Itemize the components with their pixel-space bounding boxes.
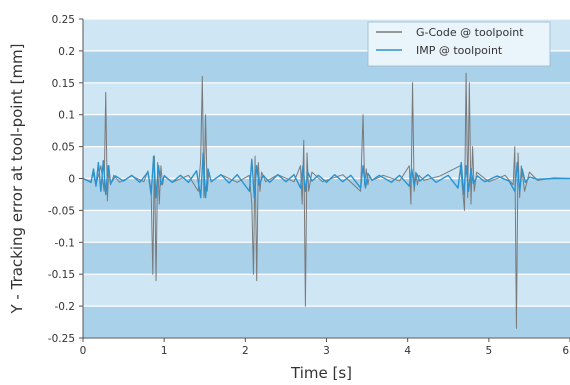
y-tick-label: -0.25	[48, 333, 75, 345]
legend: G-Code @ toolpoint IMP @ toolpoint	[368, 22, 550, 66]
background-band	[83, 83, 570, 115]
x-tick-label: 1	[161, 345, 168, 357]
y-tick-label: -0.1	[55, 237, 76, 249]
background-band	[83, 115, 570, 147]
y-tick-label: 0.1	[58, 110, 75, 122]
y-axis-label: Y - Tracking error at tool-point [mm]	[8, 43, 26, 314]
legend-label-gcode: G-Code @ toolpoint	[416, 26, 524, 39]
background-band	[83, 306, 570, 338]
y-tick-label: 0	[68, 174, 75, 186]
y-tick-label: 0.15	[52, 78, 75, 90]
y-tick-label: 0.2	[58, 46, 75, 58]
y-tick-label: -0.2	[55, 301, 76, 313]
x-tick-label: 0	[80, 345, 87, 357]
x-tick-label: 6	[562, 345, 569, 357]
x-tick-label: 2	[242, 345, 249, 357]
y-tick-label: 0.25	[52, 14, 75, 26]
legend-label-imp: IMP @ toolpoint	[416, 44, 503, 57]
x-axis-label: Time [s]	[290, 364, 352, 382]
background-band	[83, 210, 570, 242]
y-tick-labels: 0.25 0.2 0.15 0.1 0.05 0 -0.05 -0.1 -0.15 -0.2 -0.…	[48, 14, 75, 345]
y-tick-label: -0.15	[48, 269, 75, 281]
x-tick-labels: 0 1 2 3 4 5 6	[80, 345, 570, 357]
background-band	[83, 147, 570, 179]
y-tick-label: -0.05	[48, 205, 75, 217]
y-tick-label: 0.05	[52, 142, 75, 154]
x-tick-label: 4	[404, 345, 411, 357]
x-tick-label: 5	[485, 345, 492, 357]
x-tick-label: 3	[323, 345, 330, 357]
